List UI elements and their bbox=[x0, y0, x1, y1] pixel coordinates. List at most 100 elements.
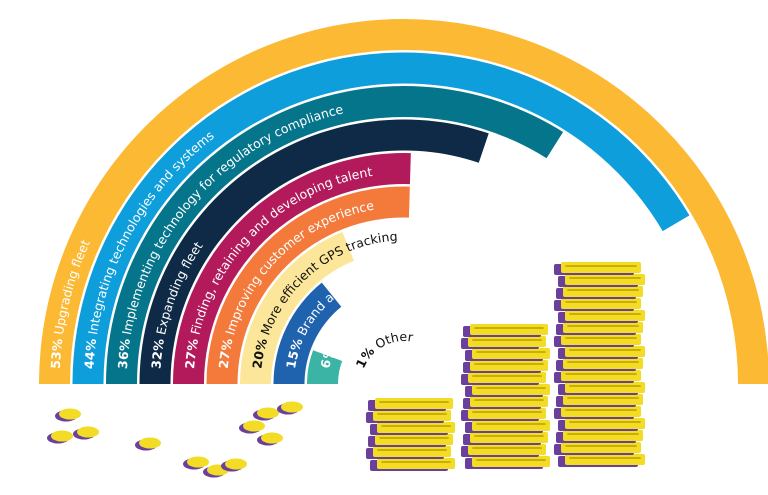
coin-ridge bbox=[476, 423, 546, 425]
coin-ridge bbox=[569, 457, 641, 459]
arc-value-more-efficient-gps-tracking: 20% bbox=[249, 336, 270, 369]
coin bbox=[565, 454, 645, 465]
arc-value-implementing-technology-for-regulatory-compliance: 36% bbox=[115, 337, 133, 369]
arc-value-upgrading-fleet: 53% bbox=[48, 337, 66, 369]
coin-ridge bbox=[567, 361, 639, 363]
coin bbox=[377, 458, 455, 469]
coin bbox=[373, 446, 451, 457]
coins-illustration bbox=[47, 262, 645, 478]
coin bbox=[561, 298, 641, 309]
coin bbox=[561, 262, 641, 273]
coin-ridge bbox=[567, 325, 639, 327]
coin-stack-small bbox=[366, 398, 455, 471]
coin bbox=[565, 418, 645, 429]
coin-ridge bbox=[565, 373, 637, 375]
coin-ridge bbox=[567, 433, 639, 435]
coin-ridge bbox=[567, 289, 639, 291]
arc-band-finding-retaining-and-developing-talent bbox=[173, 152, 411, 384]
coin-ridge bbox=[476, 459, 546, 461]
coin bbox=[470, 432, 548, 443]
coin bbox=[139, 437, 161, 449]
coin bbox=[470, 360, 548, 371]
arc-value-no-investments-planned: 6% bbox=[317, 344, 338, 370]
coin bbox=[563, 394, 643, 405]
coin-ridge bbox=[381, 461, 451, 463]
coin bbox=[472, 384, 550, 395]
coin-ridge bbox=[474, 399, 544, 401]
arc-band-integrating-technologies-and-systems bbox=[72, 52, 690, 385]
coin bbox=[561, 442, 641, 453]
coin bbox=[468, 372, 546, 383]
arc-band-more-efficient-gps-tracking bbox=[240, 232, 355, 384]
arc-band-improving-customer-experience bbox=[206, 186, 410, 384]
coin bbox=[51, 430, 73, 442]
loose-coin bbox=[183, 456, 209, 470]
coin bbox=[59, 408, 81, 420]
coin bbox=[561, 334, 641, 345]
coin-ridge bbox=[565, 265, 637, 267]
arc-band-no-investments-planned bbox=[307, 350, 343, 384]
loose-coin bbox=[47, 430, 73, 444]
coin bbox=[187, 456, 209, 468]
coin bbox=[468, 444, 546, 455]
coin bbox=[373, 410, 451, 421]
coin bbox=[225, 458, 247, 470]
coin-ridge bbox=[569, 421, 641, 423]
coin bbox=[563, 322, 643, 333]
coin-ridge bbox=[472, 375, 542, 377]
coin bbox=[472, 348, 550, 359]
coin-ridge bbox=[474, 327, 544, 329]
coin-ridge bbox=[474, 363, 544, 365]
loose-coin bbox=[135, 437, 161, 451]
coin-ridge bbox=[569, 385, 641, 387]
arc-band-implementing-technology-for-regulatory-compliance bbox=[106, 85, 564, 384]
coin-ridge bbox=[377, 413, 447, 415]
coin bbox=[472, 456, 550, 467]
coin bbox=[563, 430, 643, 441]
coin bbox=[243, 420, 265, 432]
arc-value-finding-retaining-and-developing-talent: 27% bbox=[182, 337, 201, 369]
loose-coin bbox=[55, 408, 81, 422]
coin bbox=[565, 310, 645, 321]
coin bbox=[470, 324, 548, 335]
coin-stack-large bbox=[554, 262, 645, 467]
coin bbox=[470, 396, 548, 407]
loose-coin bbox=[277, 401, 303, 415]
coin-ridge bbox=[476, 387, 546, 389]
coin bbox=[281, 401, 303, 413]
coin bbox=[257, 407, 279, 419]
coin bbox=[563, 358, 643, 369]
arc-name-other: Other bbox=[368, 329, 415, 354]
coin-stack-medium bbox=[461, 324, 550, 469]
coin bbox=[563, 286, 643, 297]
coin-ridge bbox=[472, 339, 542, 341]
coin-ridge bbox=[476, 351, 546, 353]
coin-ridge bbox=[567, 397, 639, 399]
coin-ridge bbox=[569, 349, 641, 351]
arcs-group bbox=[39, 19, 768, 385]
coin bbox=[468, 408, 546, 419]
coin bbox=[375, 434, 453, 445]
coin-ridge bbox=[472, 411, 542, 413]
arc-value-improving-customer-experience: 27% bbox=[216, 336, 236, 369]
coin-ridge bbox=[379, 401, 449, 403]
arc-band-expanding-fleet bbox=[139, 119, 489, 384]
coin-ridge bbox=[472, 447, 542, 449]
coin-ridge bbox=[377, 449, 447, 451]
coin bbox=[565, 382, 645, 393]
coin bbox=[77, 426, 99, 438]
arc-band-brand-awareness bbox=[273, 282, 342, 384]
coin bbox=[377, 422, 455, 433]
coin bbox=[561, 370, 641, 381]
coin bbox=[261, 432, 283, 444]
coin bbox=[468, 336, 546, 347]
coin-ridge bbox=[474, 435, 544, 437]
coin bbox=[472, 420, 550, 431]
coin-ridge bbox=[569, 313, 641, 315]
loose-coin bbox=[257, 432, 283, 446]
arc-value-expanding-fleet: 32% bbox=[148, 337, 167, 369]
arc-value-integrating-technologies-and-systems: 44% bbox=[81, 337, 99, 369]
coin-ridge bbox=[565, 409, 637, 411]
